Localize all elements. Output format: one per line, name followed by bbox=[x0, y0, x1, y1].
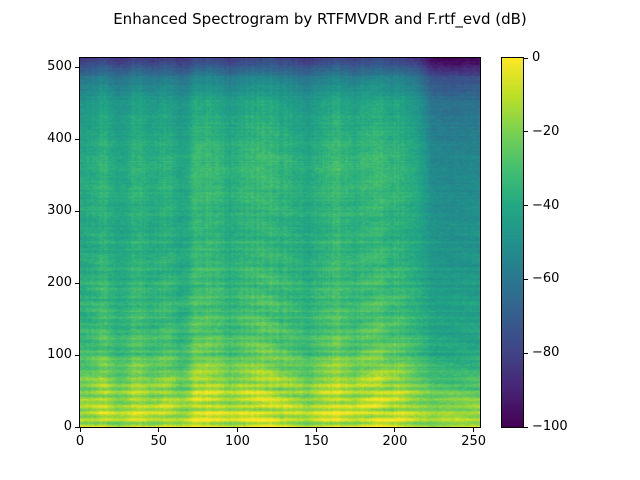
x-tick-label: 50 bbox=[150, 434, 167, 449]
x-tick-mark bbox=[315, 428, 317, 432]
colorbar-tick-mark bbox=[524, 426, 528, 428]
colorbar bbox=[501, 57, 524, 428]
colorbar-tick-label: −80 bbox=[532, 345, 560, 361]
colorbar-tick-mark bbox=[524, 131, 528, 133]
x-tick-mark bbox=[236, 428, 238, 432]
chart-title: Enhanced Spectrogram by RTFMVDR and F.rt… bbox=[113, 10, 527, 28]
y-tick-label: 500 bbox=[47, 59, 72, 75]
y-tick-mark bbox=[75, 210, 79, 212]
x-tick-mark bbox=[394, 428, 396, 432]
colorbar-tick-mark bbox=[524, 205, 528, 207]
spectrogram-image bbox=[80, 58, 480, 427]
colorbar-tick-label: −100 bbox=[532, 419, 568, 434]
y-tick-mark bbox=[75, 426, 79, 428]
x-tick-label: 100 bbox=[225, 434, 250, 449]
colorbar-tick-label: 0 bbox=[532, 50, 541, 65]
colorbar-tick-mark bbox=[524, 278, 528, 280]
x-tick-label: 150 bbox=[303, 434, 329, 449]
y-tick-label: 0 bbox=[63, 419, 72, 434]
x-tick-mark bbox=[473, 428, 475, 432]
colorbar-tick-label: −20 bbox=[532, 123, 560, 139]
x-tick-label: 0 bbox=[75, 434, 85, 449]
colorbar-tick-mark bbox=[524, 57, 528, 59]
colorbar-tick-label: −40 bbox=[532, 197, 560, 213]
colorbar-tick-label: −60 bbox=[532, 271, 560, 287]
colorbar-gradient bbox=[502, 58, 523, 427]
y-tick-mark bbox=[75, 282, 79, 284]
plot-border bbox=[79, 57, 481, 428]
y-tick-label: 400 bbox=[47, 131, 72, 147]
x-tick-label: 250 bbox=[461, 434, 487, 449]
y-tick-label: 300 bbox=[47, 203, 72, 219]
y-tick-label: 100 bbox=[47, 347, 72, 363]
y-tick-mark bbox=[75, 66, 79, 68]
colorbar-tick-mark bbox=[524, 352, 528, 354]
y-tick-label: 200 bbox=[47, 275, 72, 291]
y-tick-mark bbox=[75, 354, 79, 356]
x-tick-mark bbox=[79, 428, 81, 432]
y-tick-mark bbox=[75, 138, 79, 140]
x-tick-mark bbox=[158, 428, 160, 432]
x-tick-label: 200 bbox=[382, 434, 408, 449]
